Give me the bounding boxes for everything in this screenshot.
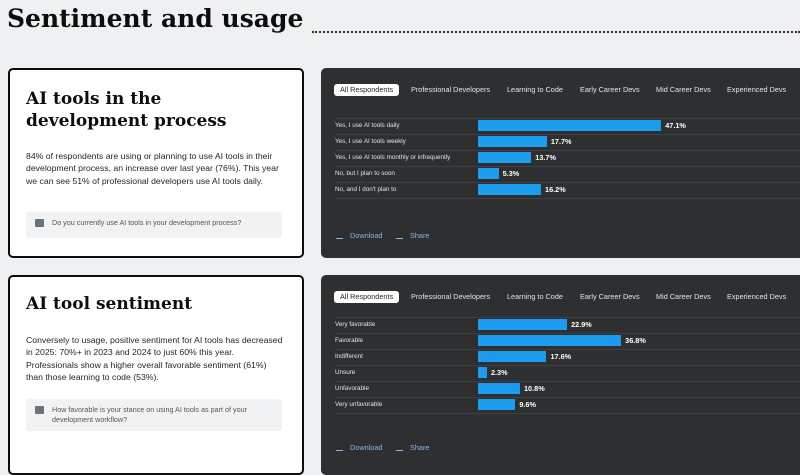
title-rule [312, 31, 800, 33]
filter-tab[interactable]: Mid Career Devs [656, 292, 711, 301]
value-label: 13.7% [535, 153, 556, 162]
filter-tab[interactable]: Learning to Code [507, 292, 563, 301]
value-label: 36.8% [625, 336, 646, 345]
category-label: Yes, I use AI tools weekly [335, 138, 406, 145]
chart-panel: All Respondents Professional Developers Le… [321, 275, 800, 475]
row-divider [335, 413, 800, 414]
filter-tab[interactable]: All Respondents [334, 291, 400, 303]
action-button[interactable]: Download [350, 231, 383, 240]
bar [478, 168, 499, 179]
card-title: AI tool sentiment [26, 294, 193, 314]
row-divider [335, 166, 800, 167]
row-divider [335, 118, 800, 119]
bar [478, 120, 662, 131]
question-icon [35, 219, 44, 227]
question-box: Do you currently use AI tools in your de… [26, 212, 282, 238]
bar [478, 383, 520, 394]
action-icon [396, 232, 403, 239]
action-button[interactable]: Download [350, 443, 383, 452]
filter-tab[interactable]: Early Career Devs [580, 85, 640, 94]
row-divider [335, 333, 800, 334]
bar [478, 152, 532, 163]
row-divider [335, 150, 800, 151]
section-title: Sentiment and usage [7, 4, 304, 33]
row-divider [335, 365, 800, 366]
value-label: 47.1% [665, 121, 686, 130]
category-label: Yes, I use AI tools daily [335, 122, 400, 129]
filter-tab[interactable]: Learning to Code [507, 85, 563, 94]
value-label: 2.3% [490, 368, 508, 377]
category-label: Very unfavorable [335, 401, 383, 408]
category-label: Indifferent [335, 353, 363, 360]
bar [478, 335, 622, 346]
card-text: 84% of respondents are using or planning… [26, 151, 279, 186]
filter-tab[interactable]: Early Career Devs [580, 292, 640, 301]
category-label: No, but I plan to soon [335, 170, 395, 177]
bar [478, 399, 516, 410]
action-button[interactable]: Share [410, 443, 430, 452]
bar [478, 319, 568, 330]
value-label: 17.6% [550, 352, 572, 361]
card-text: Conversely to usage, positive sentiment … [26, 335, 283, 382]
category-label: Yes, I use AI tools monthly or infrequen… [335, 154, 451, 161]
row-divider [335, 134, 800, 135]
card-title: AI tools in the development process [26, 89, 227, 131]
value-label: 17.7% [550, 137, 572, 146]
category-label: No, and I don't plan to [335, 186, 397, 193]
filter-tab[interactable]: Professional Developers [411, 85, 491, 94]
question-text: How favorable is your stance on using AI… [52, 405, 247, 424]
value-label: 10.8% [524, 384, 545, 393]
question-text: Do you currently use AI tools in your de… [52, 218, 242, 227]
value-label: 9.6% [519, 400, 536, 409]
info-card: AI tool sentiment Conversely to usage, po… [8, 275, 304, 475]
bar [478, 184, 542, 195]
category-label: Very favorable [335, 321, 376, 328]
value-label: 22.9% [571, 320, 592, 329]
filter-tab[interactable]: Experienced Devs [727, 85, 787, 94]
value-label: 16.2% [545, 185, 566, 194]
bar [478, 367, 487, 378]
category-label: Unfavorable [335, 385, 369, 392]
bar [478, 351, 547, 362]
filter-tab[interactable]: Experienced Devs [727, 292, 787, 301]
info-card: AI tools in the development process 84% o… [8, 68, 304, 258]
action-icon [336, 444, 343, 451]
row-divider [335, 317, 800, 318]
value-label: 5.3% [502, 169, 520, 178]
row-divider [335, 397, 800, 398]
row-divider [335, 198, 800, 199]
action-icon [396, 444, 403, 451]
chart-panel: All Respondents Professional Developers Le… [321, 68, 800, 258]
row-divider [335, 182, 800, 183]
action-icon [336, 232, 343, 239]
question-box: How favorable is your stance on using AI… [26, 399, 282, 431]
filter-tab[interactable]: All Respondents [334, 84, 400, 96]
filter-tab[interactable]: Mid Career Devs [656, 85, 711, 94]
row-divider [335, 349, 800, 350]
category-label: Unsure [335, 369, 356, 376]
filter-tab[interactable]: Professional Developers [411, 292, 491, 301]
category-label: Favorable [335, 337, 364, 344]
question-icon [35, 406, 44, 414]
row-divider [335, 381, 800, 382]
action-button[interactable]: Share [410, 231, 430, 240]
bar [478, 136, 547, 147]
